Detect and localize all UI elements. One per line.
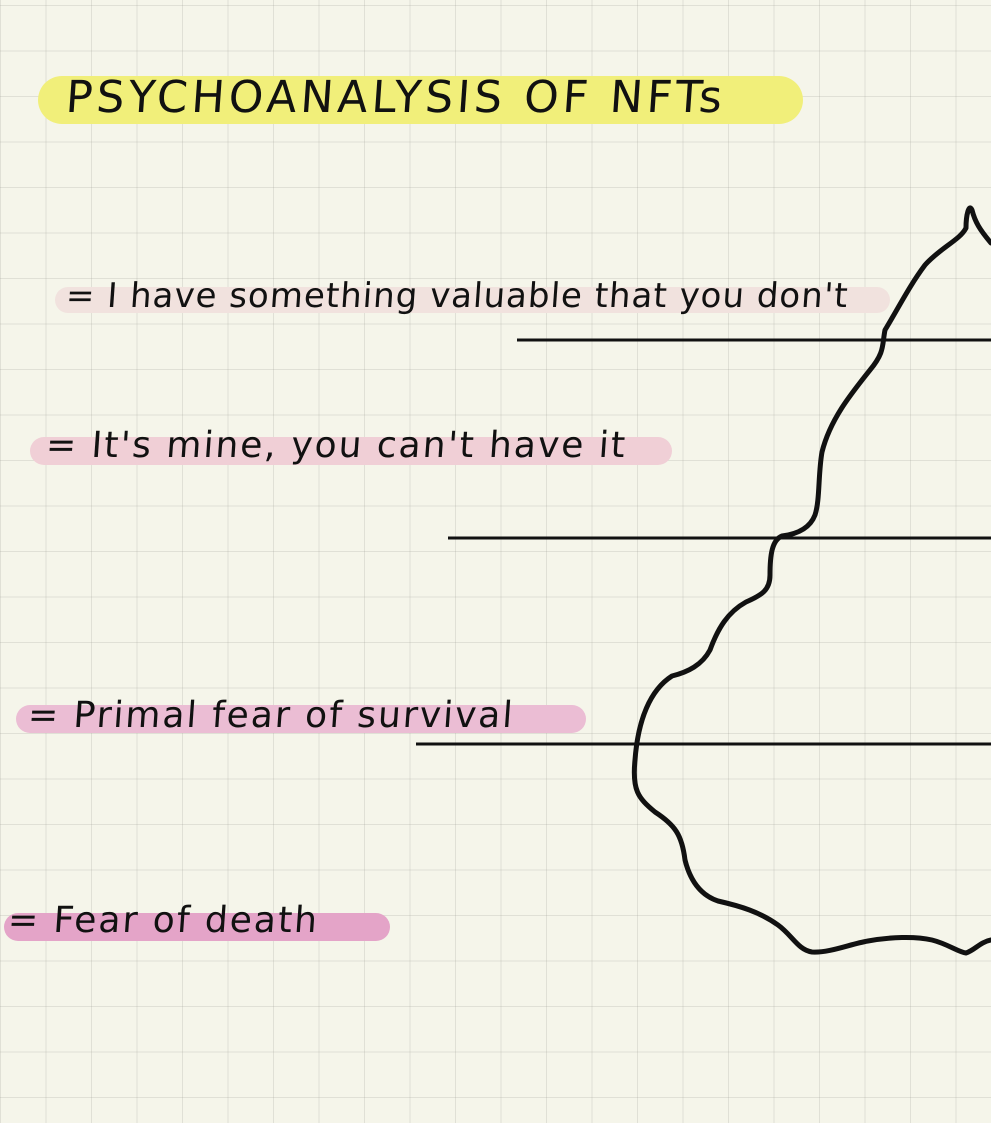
iceberg-outline: [631, 205, 991, 956]
layer-2-highlight: [30, 437, 672, 465]
layer-1-label: = I have something valuable that you don…: [64, 276, 850, 316]
layer-4-highlight: [4, 913, 390, 941]
title-highlight: [38, 76, 803, 124]
layer-4-label: = Fear of death: [6, 900, 321, 941]
page-title: PSYCHOANALYSIS OF NFTs: [64, 72, 728, 123]
layer-3-highlight: [16, 705, 586, 733]
layer-3-label: = Primal fear of survival: [26, 695, 516, 736]
layer-2-label: = It's mine, you can't have it: [44, 425, 629, 466]
